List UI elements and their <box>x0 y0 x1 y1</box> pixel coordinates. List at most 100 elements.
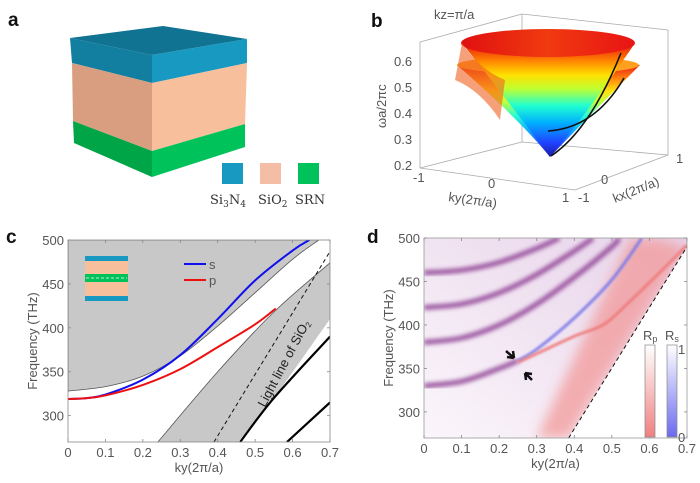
legend-swatch-si3n4 <box>222 163 243 184</box>
panel-a: a Si3N4 SiO2 SRN <box>8 10 325 210</box>
panel-b-ylabel: ωa/2πc <box>374 84 389 128</box>
x-tick-label: 0.3 <box>528 441 546 456</box>
y-tick-label: 500 <box>42 233 64 248</box>
x-axis-label: ky(2π/a) <box>175 460 224 475</box>
resonance-sp-band <box>424 238 561 276</box>
panel-d-frame <box>423 237 688 439</box>
x-tick-label: 0.3 <box>171 445 189 460</box>
below-light-line-region <box>568 238 687 438</box>
upper-continuum-region <box>68 240 320 392</box>
lower-continuum-boundary <box>157 262 330 442</box>
y-tick-label: 500 <box>398 231 420 246</box>
panel-b-ztick: 1 <box>676 151 683 166</box>
panel-b-xlabel: ky(2π/a) <box>448 189 498 211</box>
guided-mode-line <box>286 401 330 442</box>
panel-d-label: d <box>367 227 379 248</box>
y-tick-label: 400 <box>398 318 420 333</box>
x-tick-label: 0 <box>64 445 71 460</box>
guided-mode-line <box>239 335 330 442</box>
y-axis-label: Frequency (THz) <box>381 289 396 387</box>
panel-d: d 0 0.1 0.2 0.3 0.4 0.5 0.6 0.7 300 350 400 450 500 k… <box>367 227 696 471</box>
x-tick-label: 0.4 <box>209 445 227 460</box>
x-tick-label: 0.6 <box>284 445 302 460</box>
upper-band-rim <box>461 29 635 57</box>
panel-b-ztick: -1 <box>578 190 590 205</box>
y-tick-label: 300 <box>398 405 420 420</box>
y-tick-label: 450 <box>398 274 420 289</box>
p-reflection-region <box>536 238 687 438</box>
panel-b-ytick: 0.2 <box>394 158 412 173</box>
legend-label-s: s <box>209 257 216 272</box>
x-tick-label: 0.6 <box>640 441 658 456</box>
y-tick-label: 450 <box>42 277 64 292</box>
resonance-p-band <box>517 243 687 364</box>
panel-b-ztick: 0 <box>601 172 608 187</box>
legend-label-sio2: SiO2 <box>258 193 287 210</box>
colorbar-rs-label: Rs <box>665 328 679 344</box>
panel-b-ytick: 0.6 <box>394 54 412 69</box>
light-line <box>213 251 330 442</box>
resonance-sp-band <box>424 238 622 345</box>
sio2-right-face <box>152 63 247 151</box>
panel-c-axes: 0 0.1 0.2 0.3 0.4 0.5 0.6 0.7 300 350 400 450 500 ky(… <box>25 233 339 475</box>
arrow-s-mode <box>505 350 516 360</box>
x-tick-label: 0.5 <box>603 441 621 456</box>
resonance-sp-band <box>424 358 519 389</box>
colorbars: Rp Rs 1 0 <box>643 328 685 445</box>
srn-left-face <box>73 121 152 177</box>
x-tick-label: 0.2 <box>490 441 508 456</box>
panel-b: b kz=π/a ωa/2πc 0.6 0.5 0.4 0.3 0.2 <box>371 7 683 211</box>
x-tick-label: 0.7 <box>678 441 696 456</box>
resonance-s-band <box>517 238 644 362</box>
panel-b-xtick: 1 <box>562 190 569 205</box>
panel-b-ytick: 0.3 <box>394 132 412 147</box>
cut-section <box>455 43 505 120</box>
3d-axes-box <box>419 13 669 191</box>
colorbar-tick-min: 0 <box>678 430 685 445</box>
band-cones <box>455 29 640 157</box>
legend-swatch-srn <box>298 163 319 184</box>
x-tick-label: 0.4 <box>565 441 583 456</box>
x-tick-label: 0.1 <box>453 441 471 456</box>
panel-a-label: a <box>8 10 19 31</box>
panel-c-legend: s p <box>184 257 216 288</box>
lower-continuum-region <box>157 262 330 442</box>
panel-d-heatmap <box>424 238 687 438</box>
panel-c-plot-area <box>68 240 330 442</box>
panel-c: c 0 0.1 0.2 0.3 0.4 0.5 0.6 0.7 300 350 400 450 500 k… <box>6 227 339 475</box>
panel-b-xtick: 0 <box>488 176 495 191</box>
y-tick-label: 350 <box>42 365 64 380</box>
srn-right-face <box>152 124 245 177</box>
material-legend: Si3N4 SiO2 SRN <box>210 163 325 210</box>
x-axis-label: ky(2π/a) <box>531 456 580 471</box>
y-tick-label: 400 <box>42 321 64 336</box>
legend-label-p: p <box>209 273 216 288</box>
legend-label-si3n4: Si3N4 <box>210 193 246 210</box>
si3n4-left-face <box>70 38 152 83</box>
legend-swatch-sio2 <box>260 163 281 184</box>
panel-c-frame <box>67 239 331 443</box>
panel-b-xtick: -1 <box>413 170 425 185</box>
panel-c-label: c <box>6 227 17 248</box>
panel-d-axes: 0 0.1 0.2 0.3 0.4 0.5 0.6 0.7 300 350 400 450 500 ky(… <box>381 231 696 471</box>
legend-label-srn: SRN <box>295 193 325 208</box>
p-dispersion-line <box>547 77 625 132</box>
colorbar-rs <box>666 344 678 438</box>
panel-b-zlabel: kx(2π/a) <box>611 174 662 206</box>
light-line <box>568 246 687 438</box>
panel-b-ytick: 0.5 <box>394 80 412 95</box>
resonance-sp-band <box>424 238 595 311</box>
sio2-left-face <box>72 63 152 151</box>
inset-si3n4-top <box>85 256 128 261</box>
y-tick-label: 300 <box>42 409 64 424</box>
x-tick-label: 0.1 <box>96 445 114 460</box>
layer-stack-cube <box>70 26 247 177</box>
panel-b-ytick: 0.4 <box>394 106 412 121</box>
y-tick-label: 350 <box>398 361 420 376</box>
panel-b-label: b <box>371 11 383 32</box>
waveguide-inset <box>85 256 128 301</box>
upper-band-surface <box>462 43 635 157</box>
cube-top-face <box>70 26 247 55</box>
arrow-p-mode <box>523 371 533 381</box>
